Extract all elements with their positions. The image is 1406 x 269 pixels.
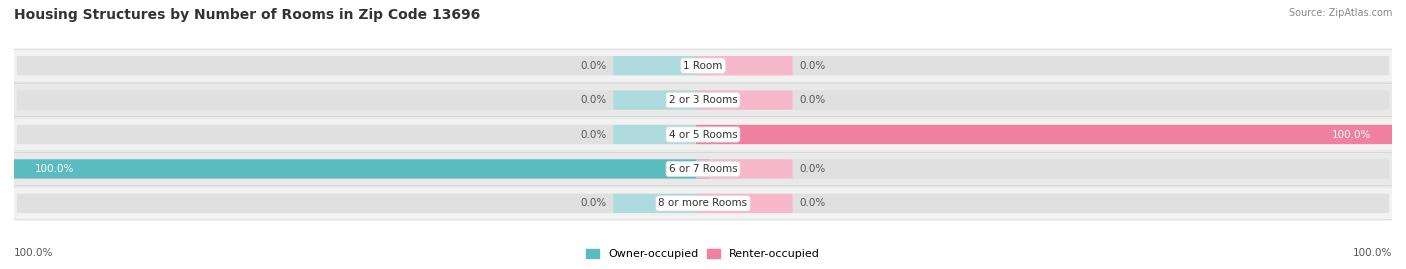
Text: 100.0%: 100.0% [14, 248, 53, 258]
FancyBboxPatch shape [17, 125, 1389, 144]
Text: 8 or more Rooms: 8 or more Rooms [658, 198, 748, 208]
Text: 0.0%: 0.0% [581, 129, 606, 140]
FancyBboxPatch shape [696, 90, 793, 110]
FancyBboxPatch shape [17, 159, 1389, 179]
Text: 4 or 5 Rooms: 4 or 5 Rooms [669, 129, 737, 140]
FancyBboxPatch shape [7, 153, 1399, 185]
FancyBboxPatch shape [17, 56, 1389, 75]
Legend: Owner-occupied, Renter-occupied: Owner-occupied, Renter-occupied [581, 244, 825, 263]
Text: 100.0%: 100.0% [1353, 248, 1392, 258]
Text: 0.0%: 0.0% [800, 198, 825, 208]
Text: Housing Structures by Number of Rooms in Zip Code 13696: Housing Structures by Number of Rooms in… [14, 8, 481, 22]
FancyBboxPatch shape [696, 56, 793, 75]
FancyBboxPatch shape [613, 194, 710, 213]
FancyBboxPatch shape [17, 90, 1389, 110]
FancyBboxPatch shape [613, 56, 710, 75]
FancyBboxPatch shape [613, 125, 710, 144]
FancyBboxPatch shape [613, 90, 710, 110]
Text: 0.0%: 0.0% [800, 95, 825, 105]
FancyBboxPatch shape [7, 118, 1399, 151]
Text: 0.0%: 0.0% [581, 198, 606, 208]
Text: 100.0%: 100.0% [35, 164, 75, 174]
Text: 2 or 3 Rooms: 2 or 3 Rooms [669, 95, 737, 105]
Text: Source: ZipAtlas.com: Source: ZipAtlas.com [1288, 8, 1392, 18]
FancyBboxPatch shape [7, 159, 710, 179]
FancyBboxPatch shape [696, 159, 793, 179]
FancyBboxPatch shape [7, 187, 1399, 220]
Text: 6 or 7 Rooms: 6 or 7 Rooms [669, 164, 737, 174]
Text: 1 Room: 1 Room [683, 61, 723, 71]
FancyBboxPatch shape [7, 49, 1399, 82]
FancyBboxPatch shape [17, 194, 1389, 213]
Text: 0.0%: 0.0% [800, 164, 825, 174]
Text: 100.0%: 100.0% [1331, 129, 1371, 140]
FancyBboxPatch shape [696, 194, 793, 213]
FancyBboxPatch shape [7, 84, 1399, 116]
Text: 0.0%: 0.0% [800, 61, 825, 71]
Text: 0.0%: 0.0% [581, 95, 606, 105]
Text: 0.0%: 0.0% [581, 61, 606, 71]
FancyBboxPatch shape [696, 125, 1399, 144]
